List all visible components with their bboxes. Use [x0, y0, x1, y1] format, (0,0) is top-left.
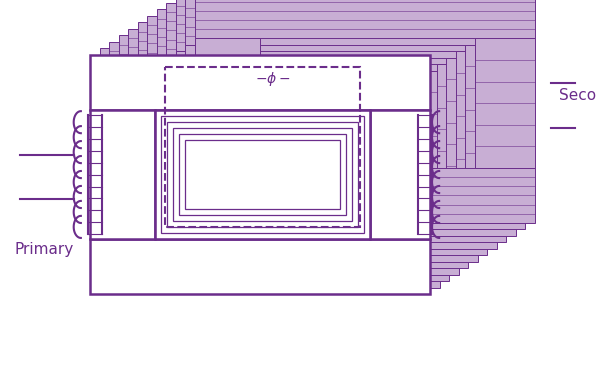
Polygon shape [119, 220, 458, 275]
Polygon shape [399, 90, 458, 220]
Polygon shape [166, 187, 506, 242]
Text: Primary: Primary [15, 242, 74, 257]
Polygon shape [185, 45, 250, 174]
Polygon shape [109, 42, 449, 97]
Polygon shape [389, 97, 449, 227]
Polygon shape [90, 240, 430, 294]
Polygon shape [418, 77, 477, 207]
Polygon shape [194, 168, 535, 223]
Polygon shape [100, 103, 164, 233]
Polygon shape [147, 200, 487, 255]
Polygon shape [455, 51, 516, 181]
Text: Fig: Working Principle of Transformer: Fig: Working Principle of Transformer [92, 355, 504, 374]
Polygon shape [446, 58, 506, 187]
Polygon shape [194, 38, 259, 168]
Polygon shape [90, 110, 155, 240]
Polygon shape [138, 22, 477, 77]
Polygon shape [147, 71, 212, 200]
Polygon shape [157, 9, 496, 64]
Polygon shape [138, 207, 477, 262]
Polygon shape [194, 0, 535, 38]
Text: $-\phi-$: $-\phi-$ [254, 70, 290, 88]
Polygon shape [380, 103, 439, 233]
Polygon shape [138, 77, 203, 207]
Polygon shape [408, 84, 468, 213]
Polygon shape [370, 110, 430, 240]
Polygon shape [175, 181, 516, 236]
Polygon shape [436, 64, 496, 194]
Polygon shape [175, 51, 241, 181]
Polygon shape [147, 16, 487, 71]
Polygon shape [100, 233, 439, 288]
Polygon shape [157, 64, 222, 194]
Polygon shape [128, 29, 468, 84]
Polygon shape [166, 3, 506, 58]
Polygon shape [155, 110, 370, 240]
Polygon shape [474, 38, 535, 168]
Polygon shape [119, 35, 458, 90]
Polygon shape [109, 97, 174, 227]
Polygon shape [109, 227, 449, 281]
Polygon shape [166, 58, 231, 187]
Polygon shape [128, 213, 468, 268]
Polygon shape [100, 48, 439, 103]
Polygon shape [175, 0, 516, 51]
Polygon shape [185, 174, 525, 229]
Text: Secondary: Secondary [560, 88, 596, 103]
Polygon shape [119, 90, 184, 220]
Polygon shape [427, 71, 487, 200]
Polygon shape [465, 45, 525, 174]
Polygon shape [128, 84, 193, 213]
Polygon shape [90, 55, 430, 110]
Polygon shape [185, 0, 525, 45]
Polygon shape [157, 194, 496, 249]
